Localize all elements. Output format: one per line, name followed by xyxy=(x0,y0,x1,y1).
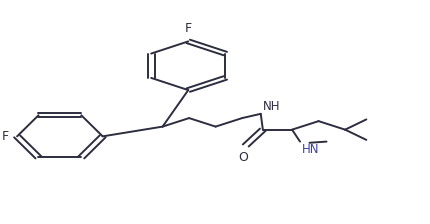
Text: O: O xyxy=(239,151,249,164)
Text: F: F xyxy=(185,22,192,35)
Text: NH: NH xyxy=(263,100,280,113)
Text: HN: HN xyxy=(302,143,319,156)
Text: F: F xyxy=(1,130,9,143)
